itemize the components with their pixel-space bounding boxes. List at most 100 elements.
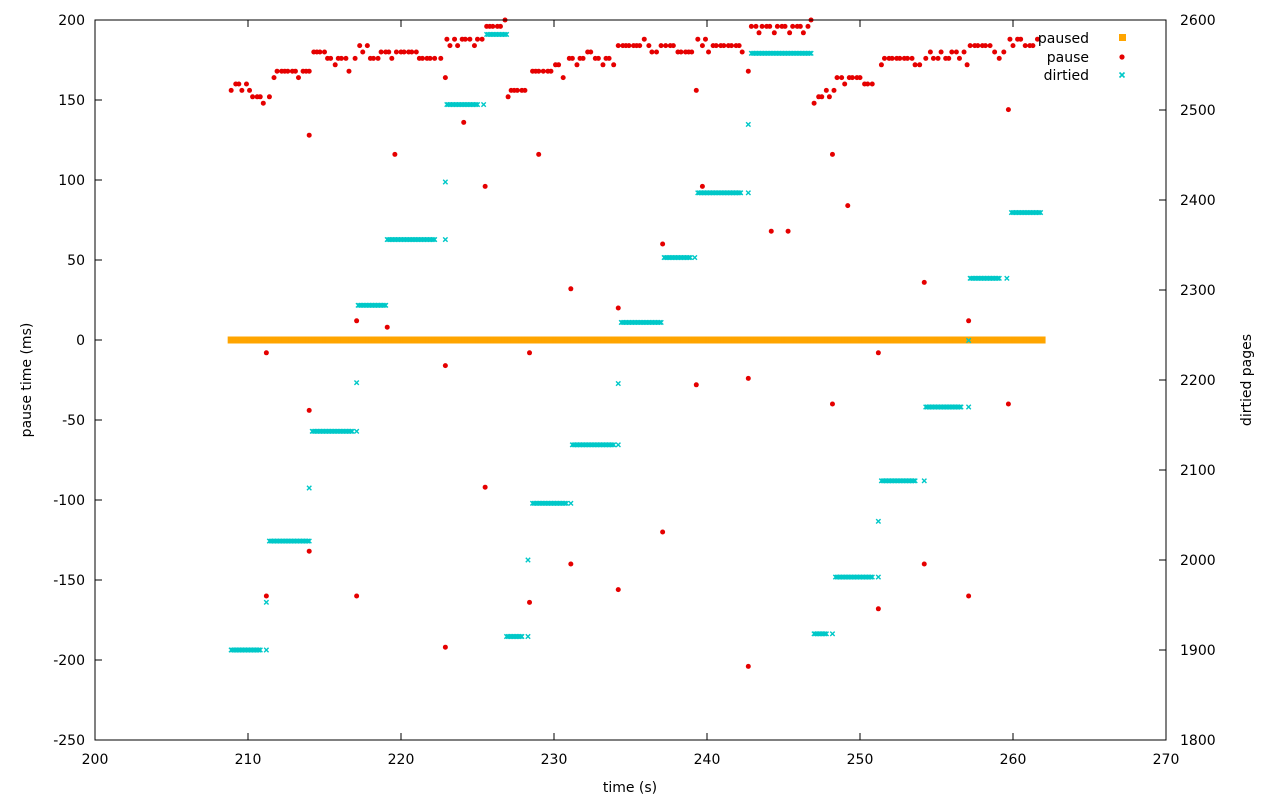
pause-point [787,30,793,36]
pause-point [626,43,632,49]
pause-point [471,43,477,49]
pause-point [306,132,312,138]
dirtied-point [656,319,663,326]
x-tick-label: 210 [235,752,262,768]
pause-point [663,43,669,49]
pause-point [497,23,503,29]
pause-point [438,55,444,61]
pause-point [343,55,349,61]
pause-point [560,75,566,81]
legend: paused pause dirtied [1038,31,1126,84]
pause-point [306,548,312,554]
pause-point [611,62,617,68]
pause-point [842,81,848,87]
pause-point [442,363,448,369]
pause-point [646,43,652,49]
dirtied-point [609,442,615,448]
dirtied-point [658,319,664,326]
dirtied-point [517,633,524,640]
pause-point [956,55,962,61]
pause-point [292,68,298,74]
pause-point [921,279,927,285]
dirtied-point [503,31,510,38]
pause-point [442,644,448,650]
y-tick-label: 100 [58,173,85,189]
paused-point [1038,336,1046,344]
pause-point [865,81,871,87]
pause-point [568,286,574,292]
x-tick-label: 200 [82,752,109,768]
dirtied-point [868,574,874,580]
pause-point [556,62,562,68]
dirtied-point [685,254,692,261]
x-tick-label: 250 [847,752,874,768]
pause-point [569,55,575,61]
pause-point [236,81,242,87]
pause-point [693,87,699,93]
dirtied-point [347,428,354,434]
y2-tick-label: 2500 [1180,103,1216,119]
pause-point [322,49,327,55]
pause-point [654,49,660,55]
pause-point [271,75,277,81]
pause-point [274,68,280,74]
pause-point [588,49,594,55]
pause-series [228,17,1040,669]
pause-point [785,228,791,234]
dirtied-point [256,647,262,653]
pause-point [1022,43,1028,49]
paused-series [227,336,1046,344]
pause-point [413,49,419,55]
x-tick-label: 240 [694,752,721,768]
pause-point [295,75,301,81]
pause-point [606,55,612,61]
pause-point [328,55,334,61]
pause-point [317,49,323,55]
pause-point [800,30,806,36]
dirtied-point [1036,209,1042,216]
pause-point [649,49,655,55]
pause-point [392,151,398,157]
pause-point [946,55,952,61]
y2-tick-label: 2600 [1180,13,1216,29]
dirtied-point [692,254,698,261]
pause-point [306,68,312,74]
pause-point [461,119,467,125]
pause-point [1007,36,1013,42]
pause-point [904,55,910,61]
pause-point [637,43,643,49]
dirtied-point [263,647,270,653]
pause-point [536,68,542,74]
pause-point [522,87,528,93]
y2-tick-label: 2400 [1180,193,1216,209]
y-tick-label: -250 [53,733,85,749]
pause-point [462,36,468,42]
pause-point [678,49,684,55]
pause-point [767,23,773,29]
dirtied-point [442,179,449,185]
pause-point [346,68,352,74]
pause-point [360,49,366,55]
pause-point [306,407,312,413]
dirtied-point [958,404,964,410]
pause-point [845,203,851,209]
y-tick-label: 150 [58,93,85,109]
dirtied-point [519,633,525,640]
pause-point [401,49,407,55]
pause-point [869,81,875,87]
pause-point [442,75,448,81]
y-tick-label: 200 [58,13,85,29]
pause-point [527,350,533,356]
pause-point [875,350,881,356]
pause-point [482,183,488,189]
pause-point [881,55,887,61]
dirtied-series [228,31,1044,653]
y-tick-label: -200 [53,653,85,669]
pause-point [748,23,754,29]
pause-point [1034,36,1040,42]
dirtied-point [615,442,621,448]
dirtied-point [808,50,814,56]
pause-point [568,561,574,567]
pause-point [660,529,666,535]
